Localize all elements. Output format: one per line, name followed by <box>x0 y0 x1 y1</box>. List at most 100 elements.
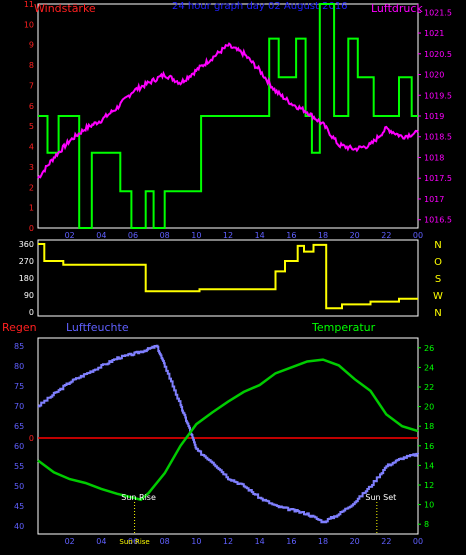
direction-tick-label: 270 <box>19 257 34 266</box>
humidity-tick-label: 75 <box>14 382 24 391</box>
direction-tick-label: 180 <box>19 274 34 283</box>
time-tick-label: 10 <box>191 231 201 240</box>
pressure-tick-label: 1021.5 <box>424 8 452 17</box>
chart-title: 24 hour graph day 02 August 2016 <box>172 1 348 12</box>
humidity-tick-label: 50 <box>14 482 24 491</box>
time-tick-label: 08 <box>160 537 170 546</box>
wind-strength-axis-label: Windstärke <box>34 2 96 15</box>
time-tick-label: 04 <box>96 537 106 546</box>
rain-tick-label: 0 <box>29 434 34 443</box>
humidity-tick-label: 80 <box>14 362 24 371</box>
humidity-line <box>38 344 419 524</box>
pressure-ticks: 1016.5 1017 1017.5 1018 1018.5 1019 1019.5 1020… <box>418 8 452 225</box>
pressure-tick-label: 1019.5 <box>424 91 452 100</box>
pressure-tick-label: 1018.5 <box>424 133 452 142</box>
air-pressure-line <box>37 42 419 179</box>
time-tick-label: 02 <box>65 231 75 240</box>
wind-pressure-panel: Windstärke 24 hour graph day 02 August 2… <box>24 0 452 240</box>
humidity-axis-label: Luftfeuchte <box>66 321 129 334</box>
humidity-tick-label: 70 <box>14 402 24 411</box>
temperature-tick-label: 20 <box>424 403 434 412</box>
humidity-tick-label: 60 <box>14 442 24 451</box>
wind-tick-label: 8 <box>29 61 34 70</box>
time-tick-label: 22 <box>381 537 391 546</box>
temperature-tick-label: 12 <box>424 481 434 490</box>
wind-tick-label: 10 <box>24 20 34 29</box>
panel2-frame <box>37 239 419 317</box>
pressure-tick-label: 1021 <box>424 29 444 38</box>
direction-tick-label: 360 <box>19 240 34 249</box>
time-tick-label: 00 <box>413 231 423 240</box>
wind-tick-label: 6 <box>29 102 34 111</box>
wind-tick-label: 2 <box>29 183 34 192</box>
wind-tick-label: 11 <box>24 0 34 9</box>
wind-tick-label: 3 <box>29 163 34 172</box>
time-tick-label: 02 <box>65 537 75 546</box>
humidity-tick-label: 45 <box>14 502 24 511</box>
time-tick-label: 10 <box>191 537 201 546</box>
time-tick-label: 06 <box>128 537 138 546</box>
temperature-line <box>37 358 419 502</box>
panel1-series <box>37 3 419 229</box>
sun-annotation-label: Sun Rise <box>121 493 156 502</box>
time-tick-label: 00 <box>413 537 423 546</box>
pressure-tick-label: 1016.5 <box>424 216 452 225</box>
panel2-series <box>38 243 418 310</box>
temperature-tick-label: 16 <box>424 442 434 451</box>
time-tick-label: 12 <box>223 231 233 240</box>
temperature-tick-label: 14 <box>424 461 434 470</box>
pressure-tick-label: 1017 <box>424 195 444 204</box>
pressure-axis-label: Luftdruck <box>371 2 423 15</box>
compass-tick-label: S <box>435 274 441 285</box>
compass-tick-label: N <box>434 308 441 319</box>
humidity-tick-label: 40 <box>14 522 24 531</box>
time-tick-label: 14 <box>255 231 265 240</box>
panel3-time-ticks: 02 04 06 08 10 12 14 16 18 20 22 00 <box>65 537 424 546</box>
sun-annotation-label: Sun Set <box>365 493 396 502</box>
temperature-ticks: 8 10 12 14 16 18 20 22 24 26 <box>418 344 434 529</box>
time-tick-label: 08 <box>160 231 170 240</box>
wind-direction-line <box>38 243 418 310</box>
wind-strength-ticks: 0 1 2 3 4 5 6 7 8 9 10 11 <box>24 0 34 233</box>
time-tick-label: 20 <box>350 231 360 240</box>
time-tick-label: 20 <box>350 537 360 546</box>
time-tick-label: 18 <box>318 537 328 546</box>
temperature-tick-label: 8 <box>424 520 429 529</box>
wind-tick-label: 5 <box>29 122 34 131</box>
wind-tick-label: 7 <box>29 81 34 90</box>
temperature-axis-label: Temperatur <box>311 321 376 334</box>
temperature-tick-label: 26 <box>424 344 434 353</box>
temperature-tick-label: 10 <box>424 501 434 510</box>
wind-tick-label: 9 <box>29 41 34 50</box>
panel3-frame <box>37 337 419 535</box>
pressure-tick-label: 1018 <box>424 153 444 162</box>
time-tick-label: 22 <box>381 231 391 240</box>
panel1-time-ticks: 02 04 06 08 10 12 14 16 18 20 22 00 <box>65 231 424 240</box>
time-tick-label: 12 <box>223 537 233 546</box>
sun-rise-bottom-label: Sun Rise <box>119 538 149 546</box>
pressure-tick-label: 1020 <box>424 71 444 80</box>
wind-strength-line <box>38 3 418 229</box>
direction-tick-label: 0 <box>29 308 34 317</box>
time-tick-label: 16 <box>286 537 296 546</box>
humidity-tick-label: 85 <box>14 342 24 351</box>
temperature-tick-label: 24 <box>424 363 434 372</box>
wind-tick-label: 1 <box>29 204 34 213</box>
time-tick-label: 16 <box>286 231 296 240</box>
compass-tick-label: N <box>434 240 441 251</box>
direction-tick-label: 90 <box>24 291 34 300</box>
wind-tick-label: 4 <box>29 143 34 152</box>
wind-direction-ticks: 0 90 180 270 360 <box>19 240 34 317</box>
time-tick-label: 18 <box>318 231 328 240</box>
humidity-ticks: 40 45 50 55 60 65 70 75 80 85 0 <box>14 342 34 531</box>
humidity-tick-label: 65 <box>14 422 24 431</box>
wind-tick-label: 0 <box>29 224 34 233</box>
humidity-tick-label: 55 <box>14 462 24 471</box>
temperature-tick-label: 22 <box>424 383 434 392</box>
time-tick-label: 06 <box>128 231 138 240</box>
compass-tick-label: W <box>433 291 443 302</box>
panel3-series <box>37 344 419 524</box>
